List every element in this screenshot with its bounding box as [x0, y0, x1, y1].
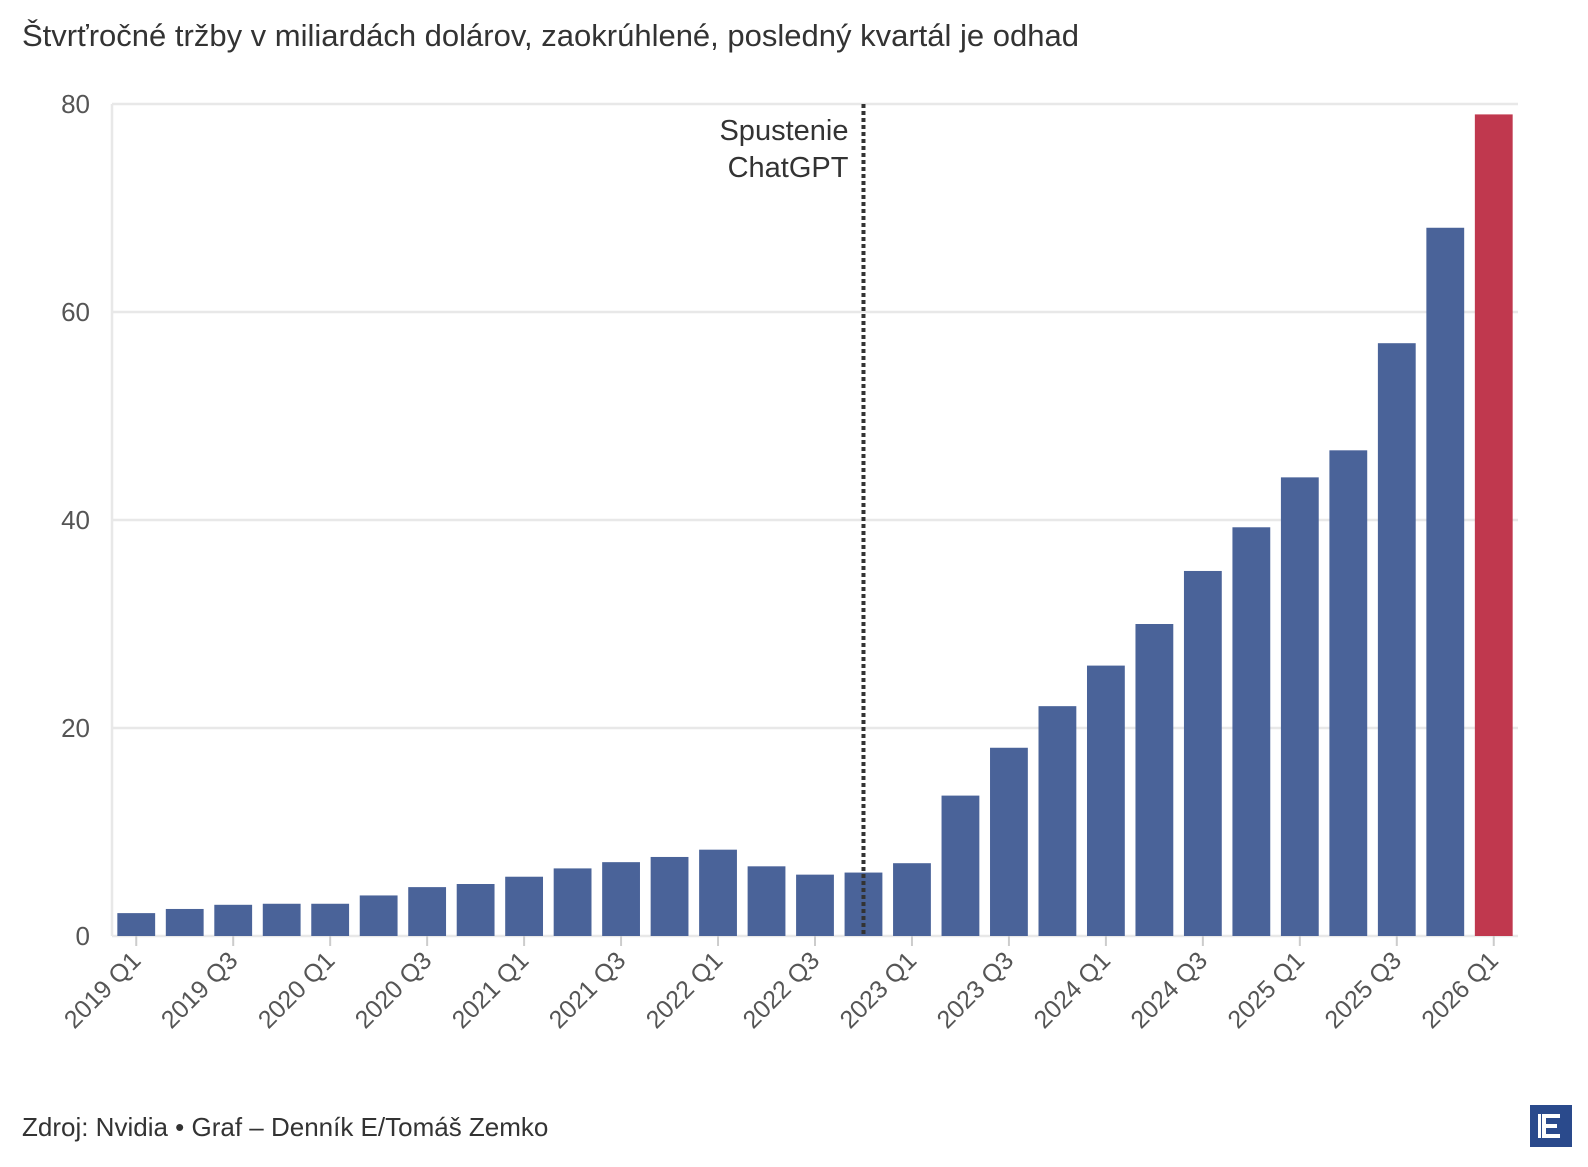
x-tick-label: 2019 Q3: [156, 946, 244, 1034]
x-tick-label: 2021 Q3: [544, 946, 632, 1034]
annotation-label: Spustenie: [719, 115, 848, 147]
x-tick-label: 2026 Q1: [1416, 946, 1504, 1034]
chart-subtitle: Štvrťročné tržby v miliardách dolárov, z…: [22, 18, 1079, 53]
x-axis-ticks: 2019 Q1 2019 Q3 2020 Q1 2020 Q3 2021 Q1 2021 …: [59, 936, 1504, 1034]
y-tick-label: 80: [61, 89, 90, 119]
bar-2021-q1: [505, 876, 544, 936]
bars: [117, 114, 1513, 936]
bar-2023-q1: [893, 863, 931, 936]
bar-2024-q1: [1086, 665, 1125, 936]
x-tick-label: 2020 Q1: [253, 946, 341, 1034]
bar-2024-q4: [1232, 527, 1271, 936]
bar-2025-q1: [1280, 477, 1319, 936]
bar-2024-q3: [1183, 570, 1222, 936]
y-tick-label: 60: [61, 297, 90, 327]
bar-2022-q2: [747, 866, 786, 936]
x-tick-label: 2025 Q3: [1319, 946, 1407, 1034]
bar-2019-q1: [117, 913, 156, 936]
bar-2023-q3: [990, 747, 1028, 936]
bar-2025-q2: [1329, 450, 1368, 936]
x-tick-label: 2022 Q3: [738, 946, 826, 1034]
source-footer: Zdroj: Nvidia • Graf – Denník E/Tomáš Ze…: [22, 1112, 549, 1142]
x-tick-label: 2022 Q1: [641, 946, 729, 1034]
bar-2026-q1: [1474, 114, 1513, 936]
y-tick-label: 20: [61, 713, 90, 743]
bar-2020-q2: [359, 895, 398, 936]
bar-2024-q2: [1135, 624, 1174, 936]
x-tick-label: 2023 Q3: [932, 946, 1020, 1034]
y-tick-label: 0: [76, 921, 90, 951]
bar-2022-q1: [699, 849, 737, 936]
x-tick-label: 2024 Q1: [1029, 946, 1117, 1034]
x-tick-label: 2019 Q1: [59, 946, 147, 1034]
bar-2025-q4: [1426, 227, 1465, 936]
bar-2020-q1: [311, 903, 350, 936]
bar-2020-q3: [408, 887, 447, 936]
x-tick-label: 2024 Q3: [1125, 946, 1213, 1034]
bar-2023-q4: [1038, 706, 1077, 936]
x-tick-label: 2020 Q3: [350, 946, 438, 1034]
bar-2021-q4: [650, 856, 689, 936]
bar-2019-q4: [262, 903, 301, 936]
bar-2025-q3: [1377, 343, 1416, 936]
annotation-label: ChatGPT: [728, 152, 849, 184]
y-axis-ticks: 0 20 40 60 80: [61, 89, 90, 951]
bar-2019-q2: [165, 908, 204, 936]
bar-2021-q2: [553, 868, 592, 936]
bar-2020-q4: [456, 884, 495, 936]
bar-2022-q3: [796, 874, 834, 936]
y-tick-label: 40: [61, 505, 90, 535]
x-tick-label: 2023 Q1: [835, 946, 923, 1034]
bar-2023-q2: [941, 795, 980, 936]
x-tick-label: 2021 Q1: [447, 946, 535, 1034]
bar-2021-q3: [602, 862, 640, 936]
chatgpt-annotation: Spustenie ChatGPT: [719, 104, 866, 936]
x-tick-label: 2025 Q1: [1222, 946, 1310, 1034]
bar-2019-q3: [214, 904, 253, 936]
denník-e-logo-icon: [1530, 1105, 1572, 1147]
